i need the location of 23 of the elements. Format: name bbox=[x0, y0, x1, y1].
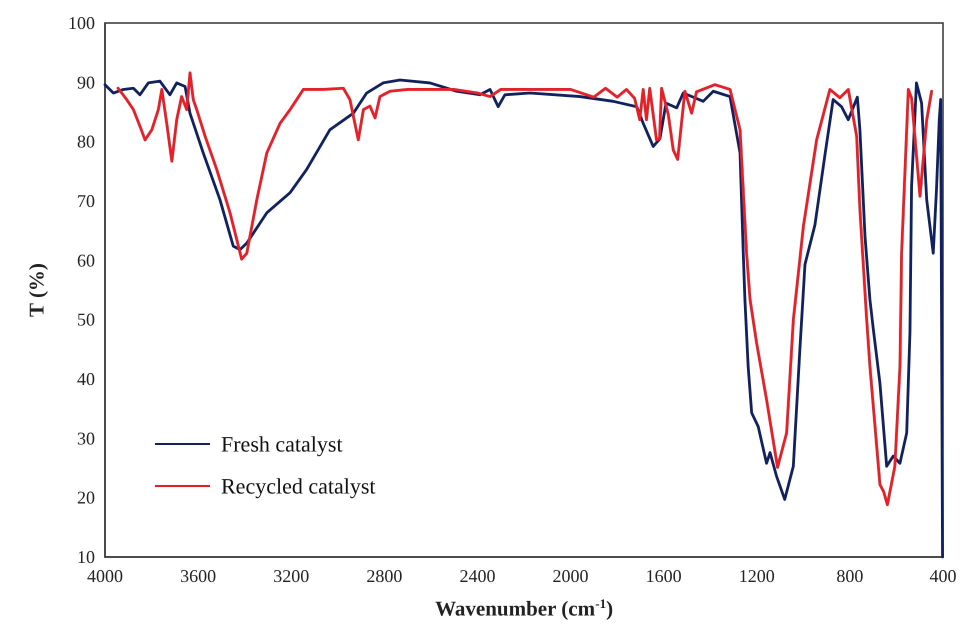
x-tick-label: 2800 bbox=[366, 566, 402, 586]
y-tick-label: 70 bbox=[77, 191, 95, 211]
y-tick-label: 90 bbox=[77, 72, 95, 92]
y-tick-label: 60 bbox=[77, 250, 95, 270]
x-tick-label: 4000 bbox=[87, 566, 123, 586]
x-tick-label: 800 bbox=[836, 566, 864, 586]
y-tick-label: 10 bbox=[77, 547, 95, 567]
y-tick-label: 100 bbox=[68, 13, 95, 33]
y-tick-label: 50 bbox=[77, 310, 95, 330]
x-tick-label: 3600 bbox=[180, 566, 216, 586]
x-tick-label: 400 bbox=[930, 566, 956, 586]
legend-label: Fresh catalyst bbox=[221, 432, 343, 456]
y-axis-title: T (%) bbox=[24, 263, 48, 317]
legend-label: Recycled catalyst bbox=[221, 474, 376, 498]
x-tick-label: 3200 bbox=[273, 566, 310, 586]
x-tick-label: 1200 bbox=[738, 566, 775, 586]
x-tick-label: 2000 bbox=[552, 566, 589, 586]
y-tick-label: 20 bbox=[77, 488, 95, 508]
y-tick-label: 80 bbox=[77, 132, 95, 152]
x-tick-label: 1600 bbox=[646, 566, 682, 586]
y-tick-label: 30 bbox=[77, 428, 95, 448]
x-tick-label: 2400 bbox=[459, 566, 496, 586]
y-tick-label: 40 bbox=[77, 369, 95, 389]
